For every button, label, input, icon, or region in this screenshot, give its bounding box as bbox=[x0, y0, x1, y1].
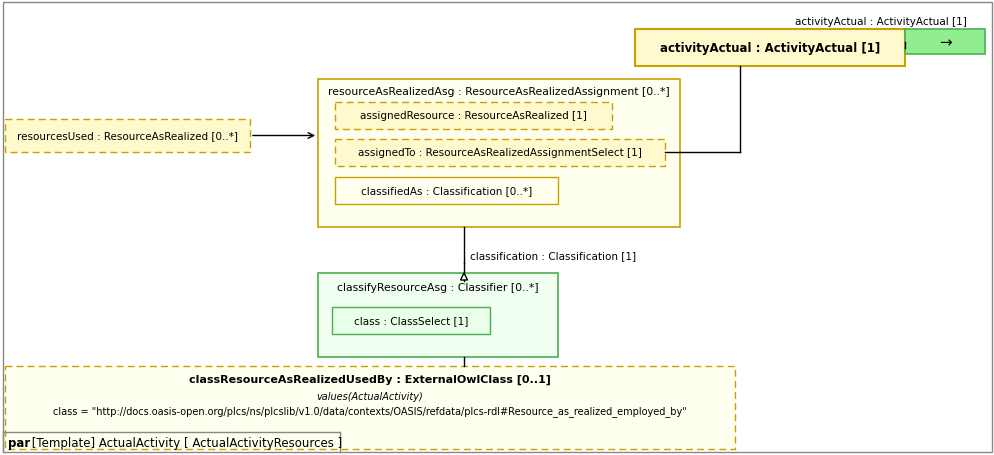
Text: assignedResource : ResourceAsRealized [1]: assignedResource : ResourceAsRealized [1… bbox=[360, 111, 586, 121]
Text: par: par bbox=[8, 436, 30, 450]
Text: classResourceAsRealizedUsedBy : ExternalOwlClass [0..1]: classResourceAsRealizedUsedBy : External… bbox=[189, 374, 551, 384]
Bar bbox=[5, 366, 735, 449]
Bar bbox=[335, 177, 558, 205]
Text: values(ActualActivity): values(ActualActivity) bbox=[316, 391, 423, 401]
Text: resourceAsRealizedAsg : ResourceAsRealizedAssignment [0..*]: resourceAsRealizedAsg : ResourceAsRealiz… bbox=[328, 87, 669, 97]
Text: classifiedAs : Classification [0..*]: classifiedAs : Classification [0..*] bbox=[361, 186, 532, 196]
Bar bbox=[905, 30, 984, 55]
Polygon shape bbox=[460, 273, 467, 280]
Bar bbox=[634, 30, 905, 67]
Text: →: → bbox=[937, 35, 950, 50]
Bar bbox=[5, 120, 249, 153]
Bar bbox=[318, 80, 679, 228]
Text: class : ClassSelect [1]: class : ClassSelect [1] bbox=[354, 316, 468, 326]
Bar bbox=[332, 307, 489, 334]
Text: classifyResourceAsg : Classifier [0..*]: classifyResourceAsg : Classifier [0..*] bbox=[337, 283, 539, 293]
Text: [Template] ActualActivity [ ActualActivityResources ]: [Template] ActualActivity [ ActualActivi… bbox=[28, 436, 342, 450]
Bar bbox=[335, 103, 611, 130]
Text: activityActual : ActivityActual [1]: activityActual : ActivityActual [1] bbox=[659, 42, 880, 55]
Text: assignedTo : ResourceAsRealizedAssignmentSelect [1]: assignedTo : ResourceAsRealizedAssignmen… bbox=[358, 148, 641, 158]
Text: class = "http://docs.oasis-open.org/plcs/ns/plcslib/v1.0/data/contexts/OASIS/ref: class = "http://docs.oasis-open.org/plcs… bbox=[53, 406, 686, 416]
Bar bbox=[318, 273, 558, 357]
Bar bbox=[335, 140, 664, 167]
Text: classification : Classification [1]: classification : Classification [1] bbox=[469, 250, 635, 260]
Text: activityActual : ActivityActual [1]: activityActual : ActivityActual [1] bbox=[794, 17, 966, 27]
Text: resourcesUsed : ResourceAsRealized [0..*]: resourcesUsed : ResourceAsRealized [0..*… bbox=[17, 131, 238, 141]
